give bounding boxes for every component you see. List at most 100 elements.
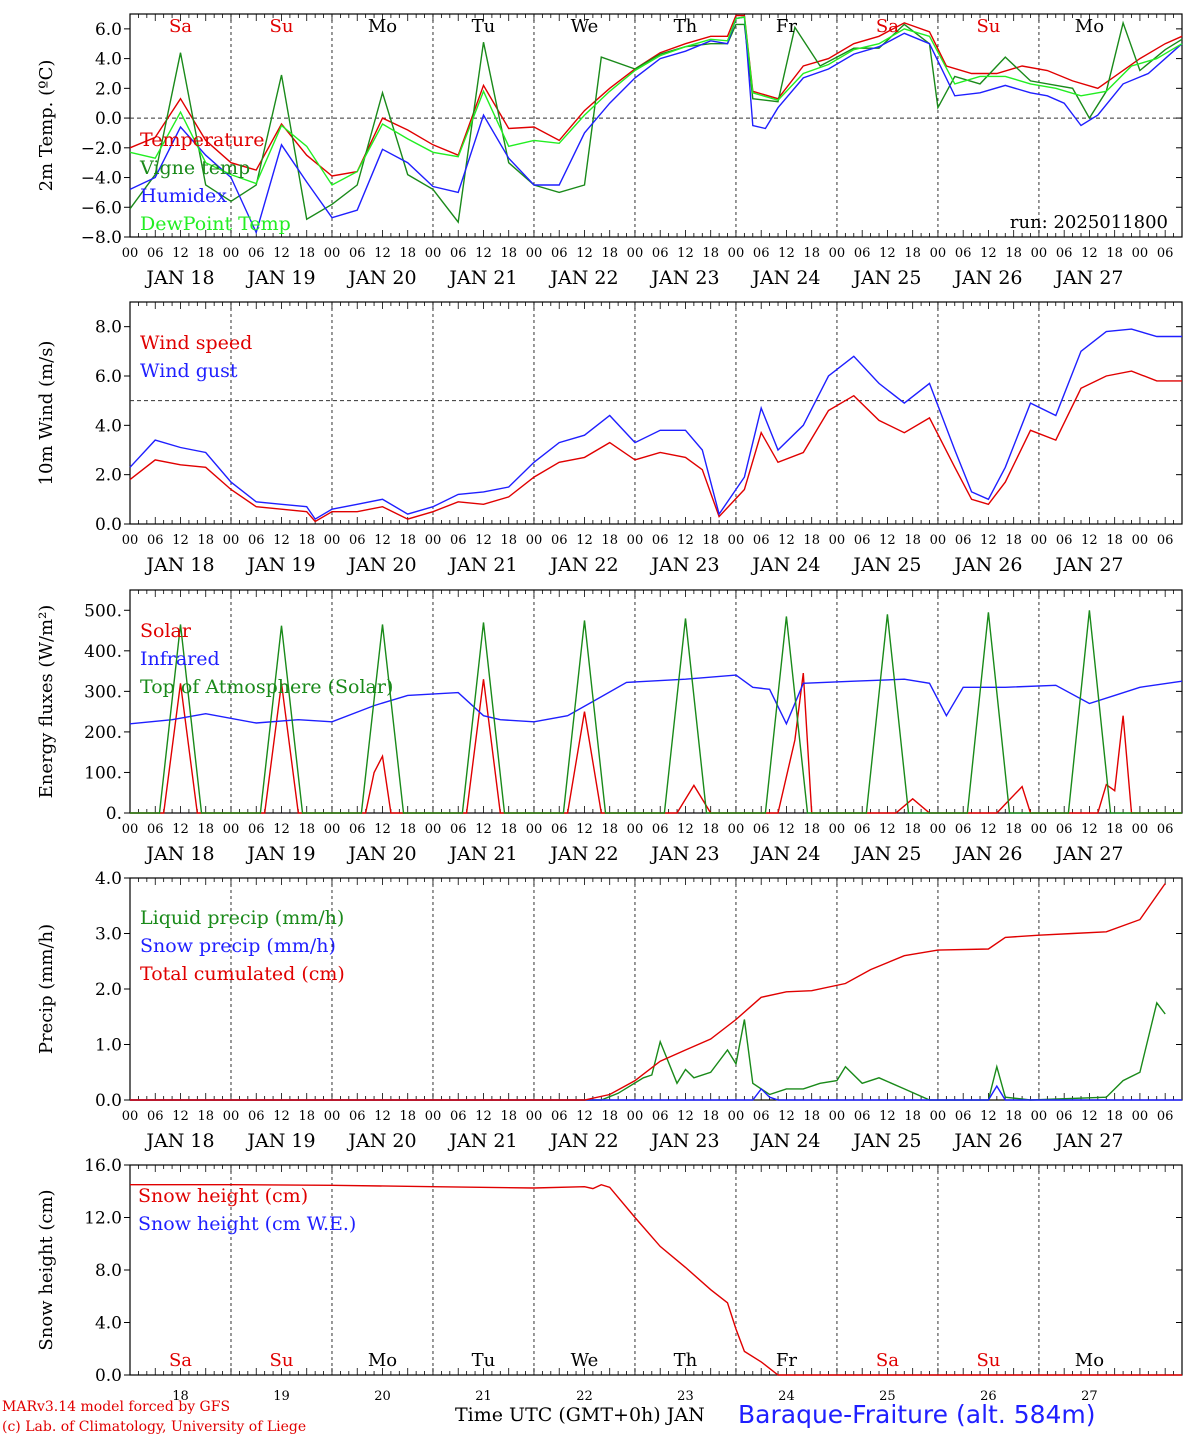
day-label: JAN 19: [245, 554, 315, 576]
x-tick-label: 06: [1056, 822, 1073, 837]
x-tick-label: 00: [829, 246, 846, 261]
x-tick-label: 06: [1157, 246, 1174, 261]
x-tick-label: 12: [475, 246, 492, 261]
day-number: 19: [273, 1389, 290, 1404]
weekday-label: Su: [976, 16, 1000, 37]
x-tick-label: 06: [955, 246, 972, 261]
x-tick-label: 06: [955, 822, 972, 837]
x-tick-label: 06: [1056, 246, 1073, 261]
x-tick-label: 00: [324, 1109, 341, 1124]
legend-entry: Snow height (cm W.E.): [138, 1213, 356, 1235]
y-tick-label: 200.: [84, 723, 122, 743]
weekday-label: Mo: [1075, 1350, 1104, 1371]
y-tick-label: 3.0: [95, 925, 122, 945]
x-tick-label: 00: [1132, 1109, 1149, 1124]
y-tick-label: 0.0: [95, 1091, 122, 1111]
x-tick-label: 00: [526, 246, 543, 261]
x-tick-label: 06: [652, 1109, 669, 1124]
day-number: 21: [475, 1389, 492, 1404]
x-tick-label: 06: [349, 533, 366, 548]
day-label: JAN 23: [649, 843, 719, 865]
weekday-label: Su: [976, 1350, 1000, 1371]
x-tick-label: 12: [1081, 822, 1098, 837]
x-tick-label: 06: [753, 246, 770, 261]
x-tick-label: 06: [147, 822, 164, 837]
y-tick-label: −6.0: [81, 198, 122, 218]
x-tick-label: 18: [500, 246, 517, 261]
day-label: JAN 23: [649, 1130, 719, 1152]
day-number: 25: [879, 1389, 896, 1404]
x-tick-label: 18: [702, 822, 719, 837]
day-label: JAN 18: [144, 554, 214, 576]
legend-entry: Temperature: [140, 129, 264, 151]
day-number: 26: [980, 1389, 997, 1404]
x-tick-label: 18: [399, 533, 416, 548]
series-line: [130, 610, 1182, 814]
x-tick-label: 00: [728, 533, 745, 548]
x-tick-label: 00: [829, 533, 846, 548]
x-tick-label: 12: [879, 1109, 896, 1124]
x-tick-label: 12: [778, 246, 795, 261]
x-tick-label: 06: [1157, 1109, 1174, 1124]
y-axis-label: Energy fluxes (W/m²): [36, 605, 57, 799]
y-tick-label: 2.0: [95, 980, 122, 1000]
x-tick-label: 12: [677, 533, 694, 548]
x-tick-label: 12: [273, 1109, 290, 1124]
x-tick-label: 12: [172, 246, 189, 261]
weekday-label: Mo: [368, 1350, 397, 1371]
x-tick-label: 00: [1132, 822, 1149, 837]
x-tick-label: 00: [627, 246, 644, 261]
day-label: JAN 19: [245, 267, 315, 289]
x-tick-label: 00: [728, 1109, 745, 1124]
legend-entry: Humidex: [140, 185, 227, 207]
series-line: [129, 370, 1182, 523]
day-label: JAN 18: [144, 1130, 214, 1152]
x-tick-label: 06: [248, 1109, 265, 1124]
series-line: [129, 16, 1183, 235]
x-tick-label: 06: [551, 246, 568, 261]
x-tick-label: 12: [1081, 1109, 1098, 1124]
x-tick-label: 06: [450, 822, 467, 837]
x-tick-label: 18: [1005, 1109, 1022, 1124]
x-tick-label: 00: [425, 246, 442, 261]
y-tick-label: 4.0: [95, 416, 122, 436]
day-label: JAN 18: [144, 843, 214, 865]
x-tick-label: 12: [1081, 246, 1098, 261]
x-tick-label: 00: [930, 533, 947, 548]
x-tick-label: 18: [197, 246, 214, 261]
x-tick-label: 18: [298, 533, 315, 548]
x-tick-label: 00: [526, 822, 543, 837]
lab-credit: (c) Lab. of Climatology, University of L…: [2, 1419, 307, 1435]
x-tick-label: 06: [450, 1109, 467, 1124]
x-tick-label: 18: [399, 246, 416, 261]
x-tick-label: 00: [425, 822, 442, 837]
x-tick-label: 18: [601, 246, 618, 261]
x-tick-label: 06: [1157, 533, 1174, 548]
weekday-label: We: [571, 1350, 599, 1371]
legend-entry: Top of Atmosphere (Solar): [140, 676, 393, 698]
day-label: JAN 26: [952, 554, 1022, 576]
day-number: 22: [576, 1389, 593, 1404]
x-tick-label: 00: [1031, 246, 1048, 261]
x-tick-label: 18: [904, 1109, 921, 1124]
x-tick-label: 06: [652, 533, 669, 548]
x-tick-label: 00: [728, 246, 745, 261]
x-tick-label: 18: [803, 1109, 820, 1124]
weekday-label: Su: [270, 1350, 294, 1371]
x-tick-label: 06: [248, 533, 265, 548]
day-number: 20: [374, 1389, 391, 1404]
x-tick-label: 12: [374, 1109, 391, 1124]
y-tick-label: 6.0: [95, 20, 122, 40]
y-axis-label: 2m Temp. (ºC): [36, 60, 57, 192]
x-tick-label: 06: [551, 1109, 568, 1124]
x-tick-label: 06: [955, 533, 972, 548]
x-tick-label: 06: [147, 533, 164, 548]
x-tick-label: 18: [399, 822, 416, 837]
x-tick-label: 06: [248, 246, 265, 261]
x-tick-label: 18: [1005, 533, 1022, 548]
x-tick-label: 18: [1106, 1109, 1123, 1124]
x-tick-label: 06: [753, 533, 770, 548]
x-tick-label: 12: [273, 246, 290, 261]
y-axis-label: 10m Wind (m/s): [36, 341, 57, 486]
day-label: JAN 19: [245, 843, 315, 865]
